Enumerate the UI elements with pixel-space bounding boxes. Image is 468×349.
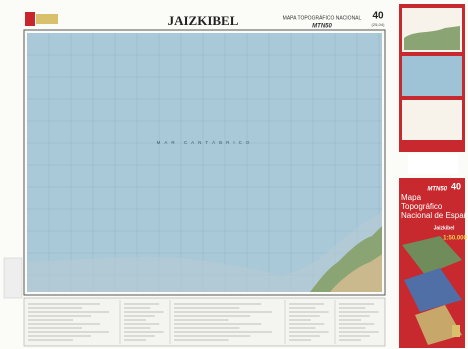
cover-title: Mapa <box>401 193 422 202</box>
cover-series: MTN50 <box>427 187 447 193</box>
cover-relief <box>404 268 462 312</box>
sea <box>27 33 382 292</box>
cover-scale: 1:50.000 <box>443 236 467 242</box>
index <box>3 257 23 299</box>
shelf <box>27 212 382 292</box>
cover-title: Topográfico <box>401 202 443 211</box>
land-relief <box>330 254 382 292</box>
cover-relief <box>415 305 462 345</box>
sea-label: MAR CANTÁBRICO <box>157 139 254 145</box>
logo <box>25 12 35 26</box>
admin-map <box>402 100 462 140</box>
cover-logo <box>452 325 460 337</box>
grid <box>27 33 382 292</box>
legend-panel <box>23 297 386 347</box>
sheet-number: 40 <box>372 11 384 22</box>
cover-name: Jaizkibel <box>434 225 455 231</box>
logo-text <box>36 14 58 24</box>
location-land <box>404 26 460 50</box>
cover-title: Nacional de España <box>401 211 468 220</box>
barcode <box>408 154 458 174</box>
map-frame <box>23 29 386 296</box>
index-map <box>402 56 462 96</box>
sheet-code: (25-04) <box>372 22 386 27</box>
legend-text <box>28 303 379 341</box>
series-name: MAPA TOPOGRÁFICO NACIONAL <box>283 14 362 21</box>
cover-sheet: 40 <box>451 181 461 191</box>
series-code: MTN50 <box>312 24 332 30</box>
sheet-title: JAIZKIBEL <box>168 13 239 28</box>
cover-relief <box>402 236 462 275</box>
